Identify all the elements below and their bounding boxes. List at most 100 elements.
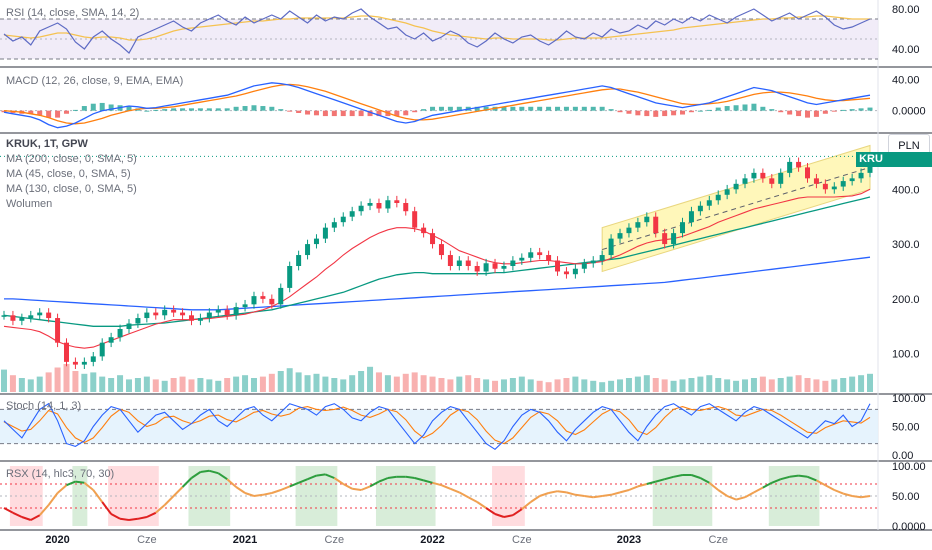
macd-hist-bar bbox=[28, 110, 34, 114]
candle-body bbox=[662, 233, 668, 245]
candle-body bbox=[313, 238, 319, 245]
rsx-segment bbox=[450, 487, 460, 494]
candle-body bbox=[733, 183, 739, 190]
volume-bar bbox=[367, 366, 374, 392]
candle-body bbox=[403, 203, 409, 212]
candle-body bbox=[492, 263, 498, 269]
macd-tick-0: 40.00 bbox=[892, 75, 920, 87]
candle-body bbox=[617, 233, 623, 239]
macd-hist-bar bbox=[813, 110, 819, 117]
macd-hist-bar bbox=[340, 110, 346, 117]
macd-hist-bar bbox=[269, 106, 275, 111]
rsx-segment bbox=[289, 481, 299, 488]
rsx-segment bbox=[21, 516, 32, 521]
rsi-tick-0: 80.00 bbox=[892, 4, 920, 16]
macd-hist-bar bbox=[537, 106, 543, 111]
macd-hist-bar bbox=[171, 108, 177, 111]
candle-body bbox=[46, 312, 52, 319]
volume-bar bbox=[759, 376, 766, 392]
candle-body bbox=[483, 263, 489, 272]
trend-channel-median bbox=[602, 166, 871, 251]
rsx-segment bbox=[83, 482, 94, 491]
macd-hist-bar bbox=[287, 110, 293, 112]
macd-hist-bar bbox=[572, 106, 578, 111]
rsx-segment bbox=[753, 486, 764, 494]
candle-body bbox=[608, 238, 614, 256]
volume-bar bbox=[599, 382, 606, 392]
macd-hist-bar bbox=[215, 108, 221, 111]
candle-body bbox=[72, 361, 78, 365]
macd-hist-bar bbox=[180, 108, 186, 111]
rsx-tick-0: 100.00 bbox=[892, 461, 926, 473]
volume-bar bbox=[358, 371, 365, 392]
volume-bar bbox=[304, 375, 311, 392]
candle-body bbox=[635, 222, 641, 228]
macd-line bbox=[3, 82, 871, 129]
candle-body bbox=[287, 266, 293, 288]
candle-body bbox=[421, 227, 427, 234]
rsx-segment bbox=[200, 469, 210, 473]
volume-bar bbox=[286, 368, 293, 392]
ma45-line bbox=[3, 188, 871, 349]
rsx-segment bbox=[271, 489, 282, 494]
candle-body bbox=[385, 200, 391, 209]
candle-body bbox=[653, 216, 659, 234]
candle-body bbox=[680, 222, 686, 234]
macd-hist-bar bbox=[296, 110, 302, 113]
symbol-title[interactable]: KRUK, 1T, GPW bbox=[6, 138, 88, 150]
rsx-segment bbox=[387, 475, 397, 479]
legend-ma130[interactable]: MA (130, close, 0, SMA, 5) bbox=[6, 183, 137, 195]
volume-bar bbox=[777, 378, 784, 392]
rsx-segment bbox=[325, 473, 335, 479]
candle-body bbox=[99, 342, 105, 357]
volume-bar bbox=[447, 379, 454, 392]
macd-label: MACD (12, 26, close, 9, EMA, EMA) bbox=[6, 75, 184, 87]
volume-bar bbox=[384, 375, 391, 392]
volume-bar bbox=[411, 372, 418, 392]
volume-bar bbox=[161, 380, 168, 392]
macd-signal-line bbox=[3, 83, 871, 125]
macd-hist-bar bbox=[671, 110, 677, 116]
candle-body bbox=[81, 361, 87, 365]
legend-ma200[interactable]: MA (200, close, 0, SMA, 5) bbox=[6, 153, 137, 165]
rsx-segment bbox=[699, 477, 710, 484]
rsx-segment bbox=[56, 484, 68, 494]
candle-body bbox=[305, 244, 311, 256]
stoch-tick-2: 0.00 bbox=[892, 450, 913, 462]
macd-hist-bar bbox=[162, 109, 168, 111]
volume-bar bbox=[456, 376, 463, 392]
legend-ma45[interactable]: MA (45, close, 0, SMA, 5) bbox=[6, 168, 131, 180]
rsx-segment bbox=[476, 501, 487, 509]
ma200-line bbox=[4, 256, 871, 311]
rsx-segment bbox=[441, 484, 451, 490]
volume-bar bbox=[268, 373, 275, 392]
volume-bar bbox=[90, 372, 97, 392]
candle-body bbox=[358, 205, 364, 212]
rsx-segment bbox=[307, 474, 317, 481]
rsx-segment bbox=[717, 489, 728, 497]
volume-bar bbox=[197, 378, 204, 392]
volume-bar bbox=[849, 376, 856, 392]
rsx-segment bbox=[780, 475, 790, 481]
rsx-segment bbox=[557, 490, 567, 494]
macd-hist-bar bbox=[742, 104, 748, 111]
rsi-ma-line bbox=[3, 15, 870, 41]
macd-hist-bar bbox=[626, 110, 632, 114]
volume-bar bbox=[295, 372, 302, 392]
candle-body bbox=[90, 356, 96, 362]
candle-body bbox=[63, 342, 69, 362]
volume-bar bbox=[509, 378, 516, 392]
rsx-segment bbox=[602, 493, 612, 497]
rsx-segment bbox=[360, 485, 371, 491]
macd-hist-bar bbox=[251, 105, 257, 111]
volume-bar bbox=[697, 376, 704, 392]
macd-hist-bar bbox=[822, 110, 828, 114]
rsx-segment bbox=[298, 478, 308, 484]
candle-body bbox=[697, 205, 703, 212]
rsx-segment bbox=[92, 489, 104, 503]
volume-bar bbox=[170, 378, 177, 392]
legend-volume[interactable]: Wolumen bbox=[6, 198, 53, 210]
volume-bar bbox=[9, 375, 16, 392]
rsx-segment bbox=[852, 495, 862, 499]
macd-hist-bar bbox=[153, 109, 159, 111]
